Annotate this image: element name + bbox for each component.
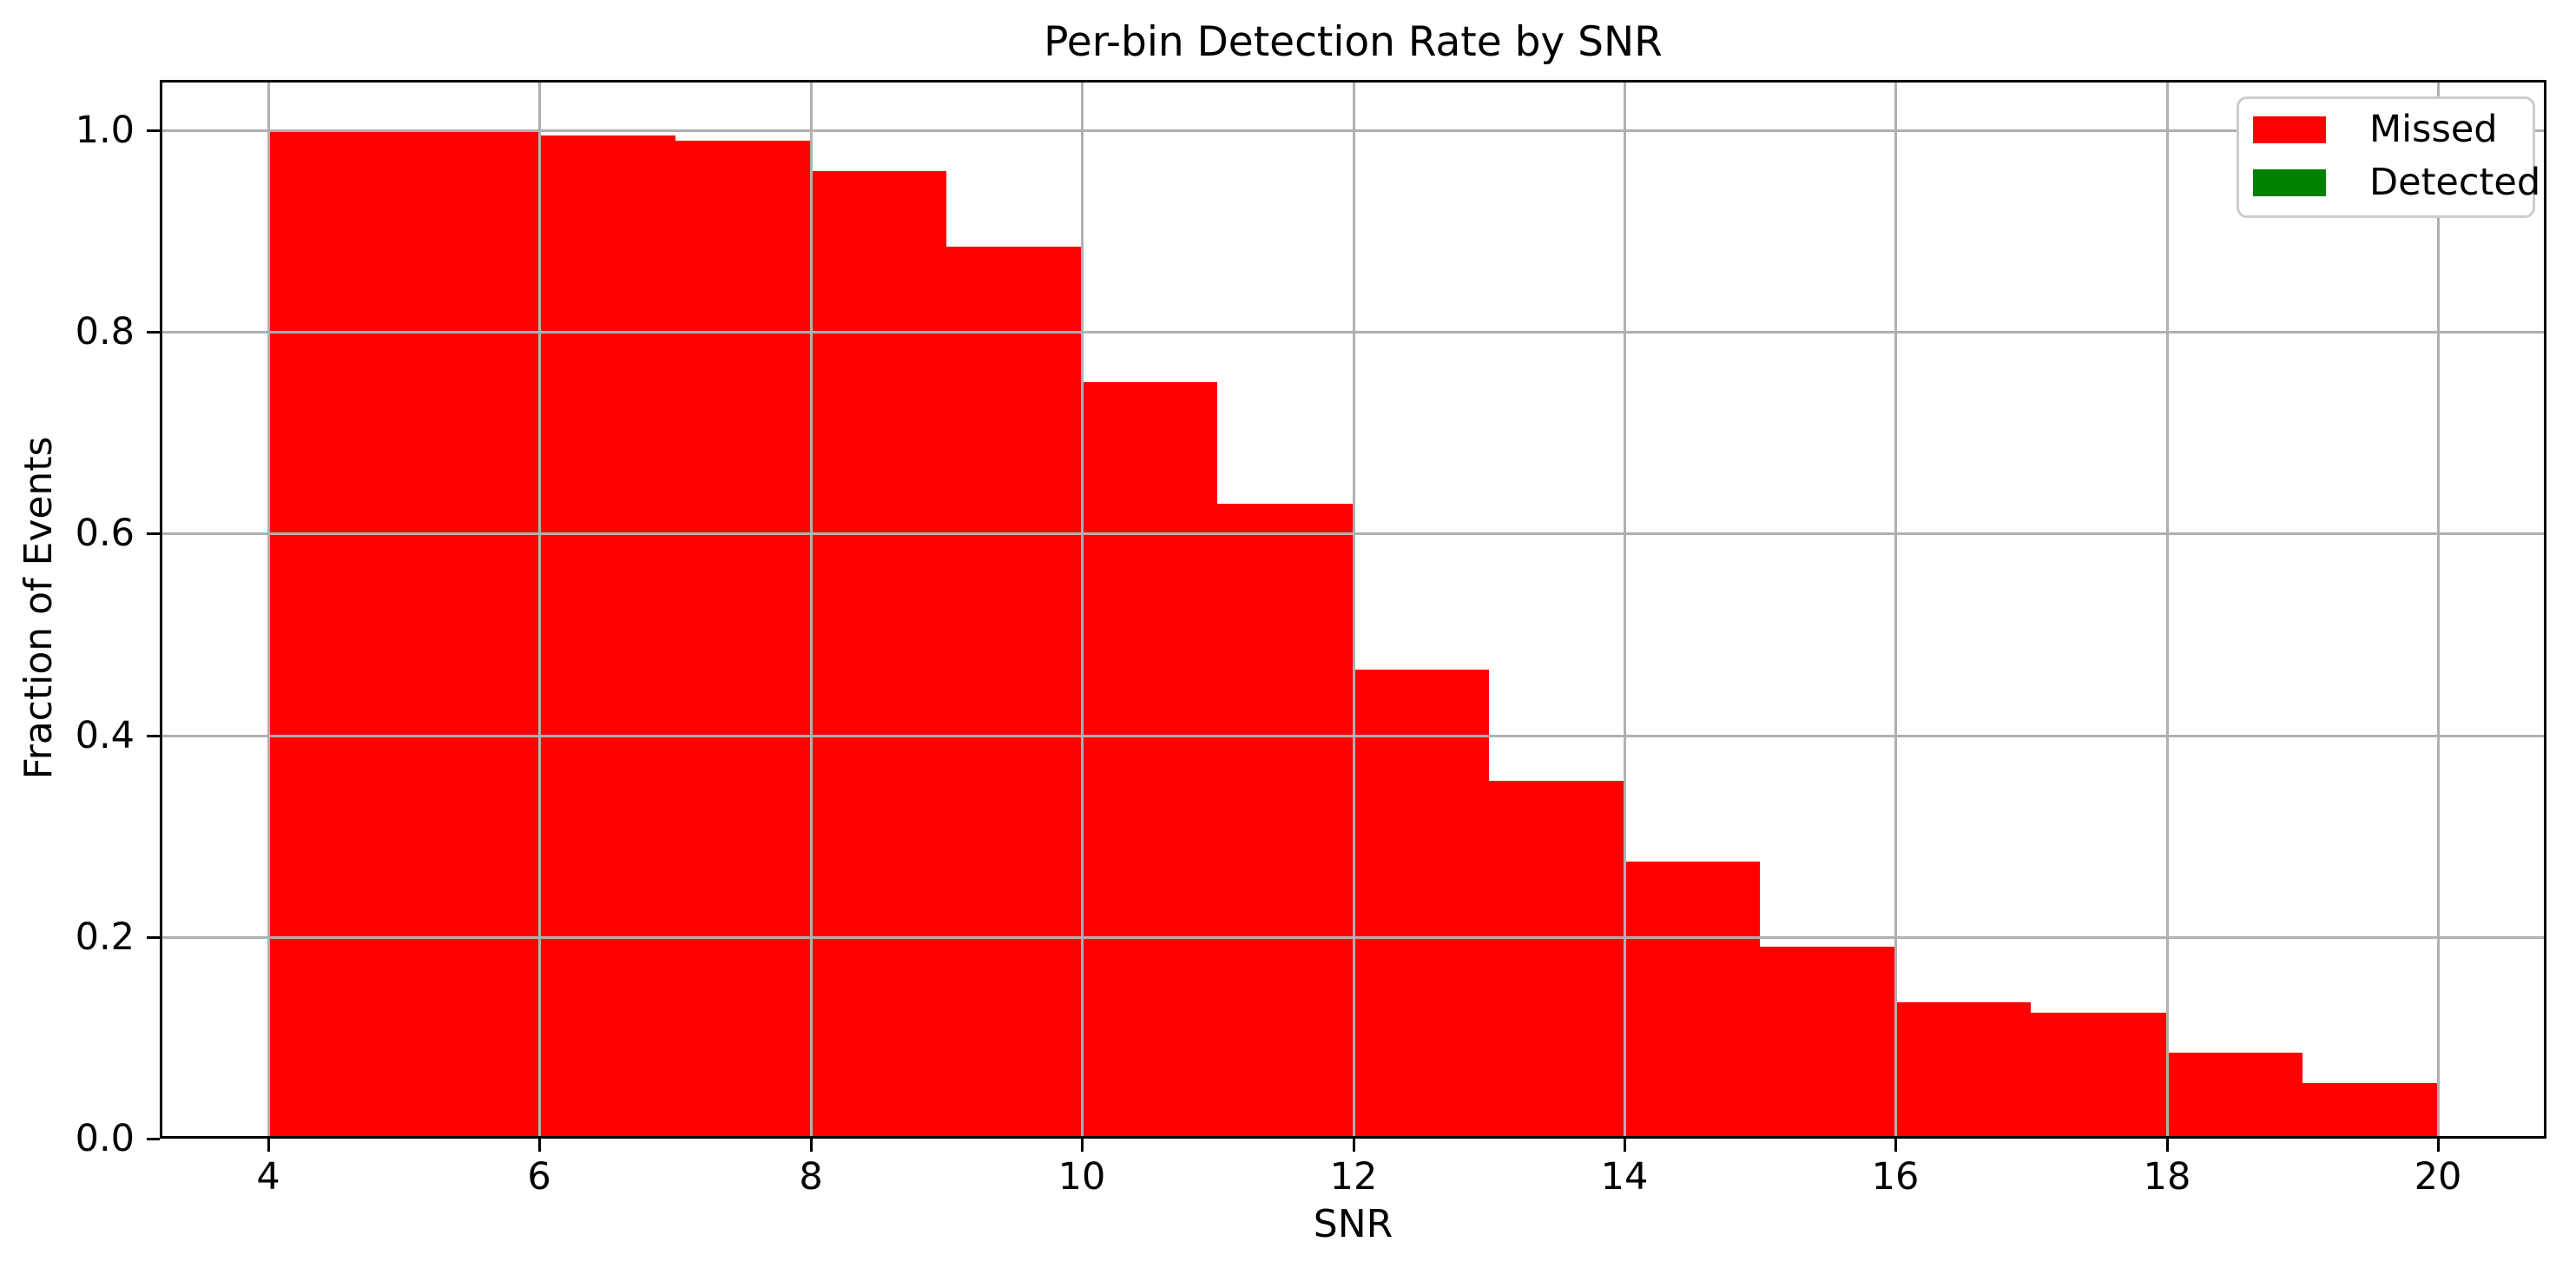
x-tick-mark [267, 1139, 270, 1152]
x-tick-label: 10 [1057, 1155, 1106, 1199]
bar-missed [539, 135, 675, 1139]
x-tick-label: 4 [256, 1155, 280, 1199]
gridline-vertical [267, 80, 270, 1139]
y-tick-label: 0.4 [75, 713, 135, 757]
grid-layer [160, 80, 2546, 1139]
x-tick-mark [537, 1139, 541, 1152]
gridline-vertical [809, 80, 813, 1139]
bar-missed [1082, 382, 1217, 1139]
chart-title: Per-bin Detection Rate by SNR [1044, 18, 1663, 66]
x-axis-label: SNR [1313, 1202, 1393, 1246]
x-tick-label: 12 [1329, 1155, 1378, 1199]
x-tick-mark [1894, 1139, 1897, 1152]
x-tick-mark [2165, 1139, 2169, 1152]
x-tick-label: 18 [2143, 1155, 2191, 1199]
y-tick-mark [147, 532, 160, 535]
gridline-horizontal [160, 734, 2546, 737]
bar-missed [2031, 1012, 2167, 1139]
gridline-horizontal [160, 330, 2546, 334]
legend-label: Missed [2369, 108, 2498, 151]
x-tick-mark [2436, 1139, 2440, 1152]
x-tick-label: 6 [527, 1155, 551, 1199]
bar-missed [946, 246, 1082, 1139]
y-tick-mark [147, 734, 160, 737]
y-tick-label: 0.6 [75, 511, 135, 555]
y-tick-label: 0.0 [75, 1116, 135, 1160]
legend-label: Detected [2369, 161, 2541, 204]
bar-missed [675, 140, 811, 1139]
x-tick-label: 20 [2414, 1155, 2462, 1199]
legend-entry-missed: Missed [2253, 111, 2533, 149]
gridline-vertical [1352, 80, 1355, 1139]
y-tick-mark [147, 129, 160, 132]
legend: Missed Detected [2237, 96, 2540, 218]
gridline-horizontal [160, 532, 2546, 535]
bar-missed [1217, 503, 1354, 1139]
gridline-vertical [1894, 80, 1897, 1139]
y-tick-label: 0.8 [75, 309, 135, 353]
y-tick-label: 1.0 [75, 108, 135, 152]
bar-missed [1624, 861, 1760, 1139]
gridline-vertical [1623, 80, 1626, 1139]
x-tick-label: 14 [1600, 1155, 1649, 1199]
legend-entry-detected: Detected [2253, 164, 2540, 201]
x-tick-mark [1352, 1139, 1355, 1152]
y-tick-mark [147, 935, 160, 939]
bars-layer [160, 80, 2546, 1139]
bar-missed [1489, 780, 1624, 1139]
bar-missed [1354, 670, 1489, 1139]
gridline-vertical [1080, 80, 1084, 1139]
bar-missed [1895, 1002, 2031, 1139]
x-tick-mark [1623, 1139, 1626, 1152]
y-tick-mark [147, 1137, 160, 1140]
x-tick-label: 8 [799, 1155, 823, 1199]
gridline-horizontal [160, 935, 2546, 939]
gridline-vertical [2165, 80, 2169, 1139]
bar-missed [2303, 1083, 2438, 1139]
bar-missed [2167, 1053, 2303, 1139]
bar-missed [268, 130, 404, 1139]
gridline-vertical [537, 80, 541, 1139]
x-tick-mark [809, 1139, 813, 1152]
legend-swatch-detected [2253, 169, 2326, 196]
x-tick-label: 16 [1871, 1155, 1920, 1199]
y-tick-label: 0.2 [75, 915, 135, 959]
gridline-vertical [2436, 80, 2440, 1139]
gridline-horizontal [160, 129, 2546, 132]
bar-missed [1760, 947, 1895, 1139]
x-tick-mark [1080, 1139, 1084, 1152]
y-tick-mark [147, 330, 160, 334]
legend-swatch-missed [2253, 116, 2326, 143]
plot-area [160, 80, 2546, 1139]
bar-missed [404, 130, 539, 1139]
